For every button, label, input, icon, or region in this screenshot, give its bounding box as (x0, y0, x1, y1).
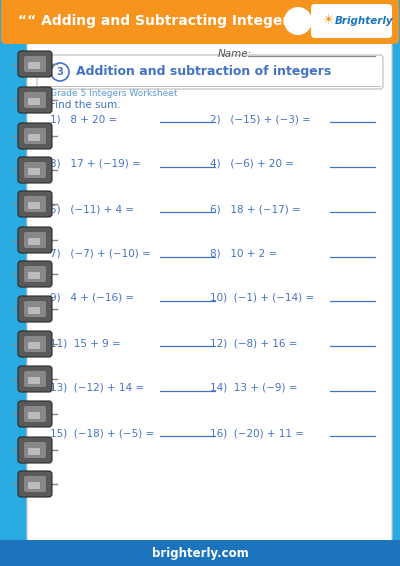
Text: 9)   4 + (−16) =: 9) 4 + (−16) = (50, 293, 134, 303)
FancyBboxPatch shape (18, 437, 52, 463)
Text: ☀: ☀ (323, 15, 334, 28)
FancyBboxPatch shape (28, 377, 40, 384)
Text: 3: 3 (57, 67, 63, 77)
FancyBboxPatch shape (28, 307, 40, 314)
Text: 15)  (−18) + (−5) =: 15) (−18) + (−5) = (50, 428, 154, 438)
FancyBboxPatch shape (28, 62, 40, 69)
FancyBboxPatch shape (28, 98, 40, 105)
FancyBboxPatch shape (18, 401, 52, 427)
FancyBboxPatch shape (24, 128, 46, 144)
Text: 7)   (−7) + (−10) =: 7) (−7) + (−10) = (50, 249, 151, 259)
FancyBboxPatch shape (18, 51, 52, 77)
FancyBboxPatch shape (18, 366, 52, 392)
FancyBboxPatch shape (28, 272, 40, 279)
FancyBboxPatch shape (28, 482, 40, 489)
Text: 11)  15 + 9 =: 11) 15 + 9 = (50, 338, 121, 348)
Text: 13)  (−12) + 14 =: 13) (−12) + 14 = (50, 383, 144, 393)
FancyBboxPatch shape (24, 232, 46, 248)
Text: Find the sum.: Find the sum. (50, 100, 121, 110)
FancyBboxPatch shape (24, 336, 46, 352)
Circle shape (51, 63, 69, 81)
FancyBboxPatch shape (28, 202, 40, 209)
FancyBboxPatch shape (18, 331, 52, 357)
FancyBboxPatch shape (24, 196, 46, 212)
Text: 4)   (−6) + 20 =: 4) (−6) + 20 = (210, 159, 294, 169)
FancyBboxPatch shape (1, 0, 399, 44)
FancyBboxPatch shape (311, 4, 392, 38)
Text: 14)  13 + (−9) =: 14) 13 + (−9) = (210, 383, 298, 393)
FancyBboxPatch shape (28, 238, 40, 245)
Text: 8)   10 + 2 =: 8) 10 + 2 = (210, 249, 277, 259)
FancyBboxPatch shape (18, 87, 52, 113)
Text: brighterly.com: brighterly.com (152, 547, 248, 560)
FancyBboxPatch shape (28, 168, 40, 175)
Bar (0, 540, 400, 566)
Text: 10)  (−1) + (−14) =: 10) (−1) + (−14) = (210, 293, 314, 303)
FancyBboxPatch shape (24, 301, 46, 317)
FancyBboxPatch shape (18, 191, 52, 217)
Circle shape (284, 7, 312, 35)
FancyBboxPatch shape (28, 342, 40, 349)
Text: 12)  (−8) + 16 =: 12) (−8) + 16 = (210, 338, 298, 348)
FancyBboxPatch shape (24, 92, 46, 108)
Text: 5)   (−11) + 4 =: 5) (−11) + 4 = (50, 204, 134, 214)
FancyBboxPatch shape (27, 41, 392, 543)
Text: Brighterly: Brighterly (335, 16, 394, 26)
Text: 16)  (−20) + 11 =: 16) (−20) + 11 = (210, 428, 304, 438)
FancyBboxPatch shape (24, 162, 46, 178)
FancyBboxPatch shape (18, 261, 52, 287)
FancyBboxPatch shape (24, 406, 46, 422)
FancyBboxPatch shape (18, 227, 52, 253)
FancyBboxPatch shape (18, 123, 52, 149)
Text: 2)   (−15) + (−3) =: 2) (−15) + (−3) = (210, 114, 311, 124)
Text: ““ Adding and Subtracting Integers: ““ Adding and Subtracting Integers (18, 14, 298, 28)
FancyBboxPatch shape (18, 471, 52, 497)
FancyBboxPatch shape (18, 296, 52, 322)
FancyBboxPatch shape (28, 448, 40, 455)
FancyBboxPatch shape (24, 56, 46, 72)
FancyBboxPatch shape (24, 476, 46, 492)
Text: 3)   17 + (−19) =: 3) 17 + (−19) = (50, 159, 141, 169)
FancyBboxPatch shape (24, 371, 46, 387)
FancyBboxPatch shape (24, 442, 46, 458)
Text: 6)   18 + (−17) =: 6) 18 + (−17) = (210, 204, 301, 214)
Text: Name:: Name: (218, 49, 252, 59)
FancyBboxPatch shape (28, 412, 40, 419)
Text: 1)   8 + 20 =: 1) 8 + 20 = (50, 114, 117, 124)
FancyBboxPatch shape (18, 157, 52, 183)
FancyBboxPatch shape (37, 55, 383, 89)
Text: Grade 5 Integers Worksheet: Grade 5 Integers Worksheet (50, 88, 178, 97)
FancyBboxPatch shape (24, 266, 46, 282)
FancyBboxPatch shape (28, 134, 40, 141)
Text: Addition and subtraction of integers: Addition and subtraction of integers (76, 66, 331, 79)
